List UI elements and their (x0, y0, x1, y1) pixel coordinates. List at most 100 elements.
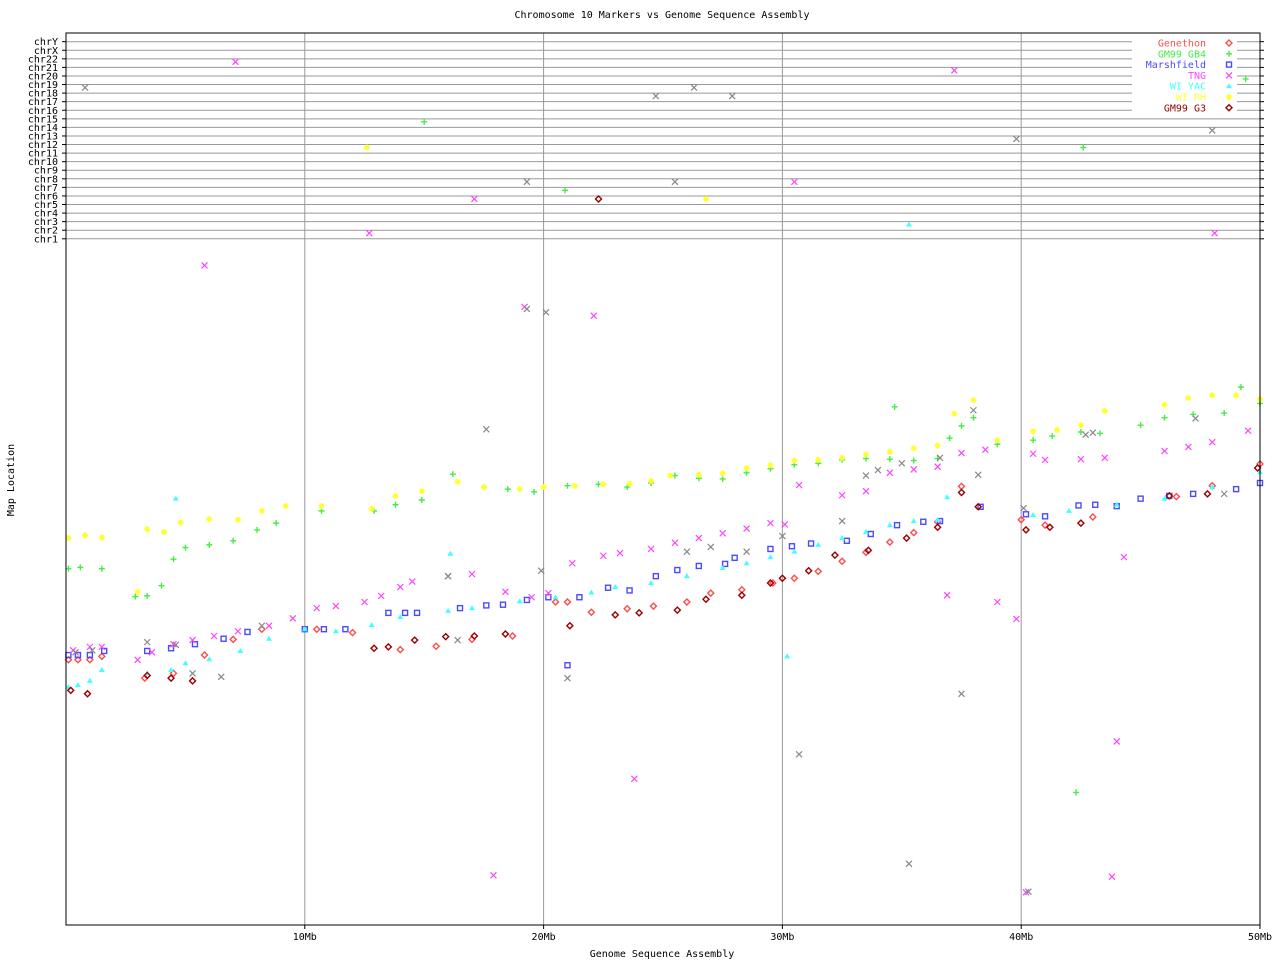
data-point (707, 543, 715, 551)
chromosome-lines: chr1chr2chr3chr4chr5chr6chr7chr8chr9chr1… (28, 37, 1264, 245)
data-point (909, 528, 918, 537)
data-point (767, 554, 774, 560)
data-point (98, 667, 105, 672)
data-point (1185, 395, 1192, 401)
x-tick-label: 50Mb (1248, 932, 1272, 943)
data-point (1089, 429, 1097, 437)
data-point (839, 535, 846, 541)
data-point (499, 601, 507, 608)
data-point (743, 465, 750, 472)
data-point (237, 647, 244, 653)
data-point (791, 457, 798, 464)
other-chromosome-point (690, 84, 698, 91)
data-point (454, 478, 461, 485)
data-point (862, 472, 870, 479)
y-axis-label: Map Location (6, 444, 17, 516)
chromosome-label: chr4 (34, 209, 58, 220)
data-point (392, 492, 399, 499)
data-point (230, 537, 237, 544)
data-point (1077, 422, 1084, 429)
data-point (886, 522, 893, 528)
legend-bg (1132, 101, 1237, 113)
series-wi-rh (65, 144, 1263, 595)
data-point (737, 591, 746, 600)
other-chromosome-point (421, 118, 428, 125)
data-point (454, 636, 462, 644)
legend-bg (1132, 80, 1237, 92)
data-point (861, 548, 870, 557)
chromosome-label: chr14 (28, 123, 58, 134)
data-point (612, 584, 619, 590)
series-unlabeled (72, 84, 1228, 896)
data-point (652, 572, 660, 580)
x-tick-label: 10Mb (293, 932, 317, 943)
other-chromosome-point (790, 178, 798, 186)
data-point (719, 475, 726, 482)
data-point (396, 583, 404, 591)
other-chromosome-point (1080, 144, 1087, 151)
data-point (170, 640, 177, 648)
data-point (1101, 407, 1108, 414)
data-point (1017, 515, 1026, 524)
data-point (564, 482, 571, 489)
series-gm99-gb4 (65, 75, 1263, 796)
data-point (648, 579, 655, 585)
data-point (397, 613, 404, 619)
grid (304, 33, 1022, 925)
data-point (542, 308, 550, 316)
data-point (482, 425, 490, 433)
data-point (410, 636, 419, 645)
data-point (544, 589, 552, 597)
data-point (767, 519, 774, 527)
legend-bg (1132, 91, 1237, 102)
legend-label: GM99 GB4 (1158, 49, 1206, 60)
other-chromosome-point (232, 58, 239, 66)
data-point (719, 565, 726, 570)
data-point (886, 469, 894, 477)
data-point (1082, 431, 1090, 439)
data-point (902, 534, 911, 543)
data-point (778, 532, 786, 540)
data-point (905, 860, 913, 868)
data-point (814, 567, 823, 576)
data-point (898, 459, 906, 467)
data-point (1041, 456, 1049, 464)
data-point (721, 560, 729, 568)
legend-marker (1225, 61, 1233, 68)
data-point (599, 552, 607, 560)
data-point (74, 651, 82, 659)
other-chromosome-point (652, 92, 660, 100)
data-point (1233, 392, 1240, 399)
data-points (64, 58, 1264, 896)
data-point (671, 539, 679, 547)
data-point (958, 422, 965, 429)
legend-bg (1132, 37, 1237, 48)
data-point (210, 632, 218, 640)
data-point (1161, 414, 1168, 421)
data-point (943, 591, 951, 599)
data-point (265, 635, 272, 641)
data-point (552, 594, 559, 600)
data-point (1077, 455, 1085, 463)
series-gm99-g3 (66, 194, 1262, 698)
data-point (1020, 504, 1028, 512)
data-point (537, 567, 545, 575)
data-point (361, 598, 368, 606)
chromosome-label: chr13 (28, 131, 58, 142)
data-point (177, 519, 184, 526)
data-point (790, 574, 799, 583)
data-point (1120, 553, 1128, 561)
data-point (447, 550, 454, 556)
data-point (508, 632, 517, 640)
data-point (1073, 789, 1080, 796)
data-point (396, 645, 405, 654)
data-point (432, 642, 441, 651)
data-point (468, 570, 476, 578)
chart-title: Chromosome 10 Markers vs Genome Sequence… (514, 10, 809, 21)
data-point (674, 566, 681, 574)
data-point (516, 486, 523, 493)
chromosome-label: chr15 (28, 114, 58, 125)
data-point (1209, 484, 1216, 490)
